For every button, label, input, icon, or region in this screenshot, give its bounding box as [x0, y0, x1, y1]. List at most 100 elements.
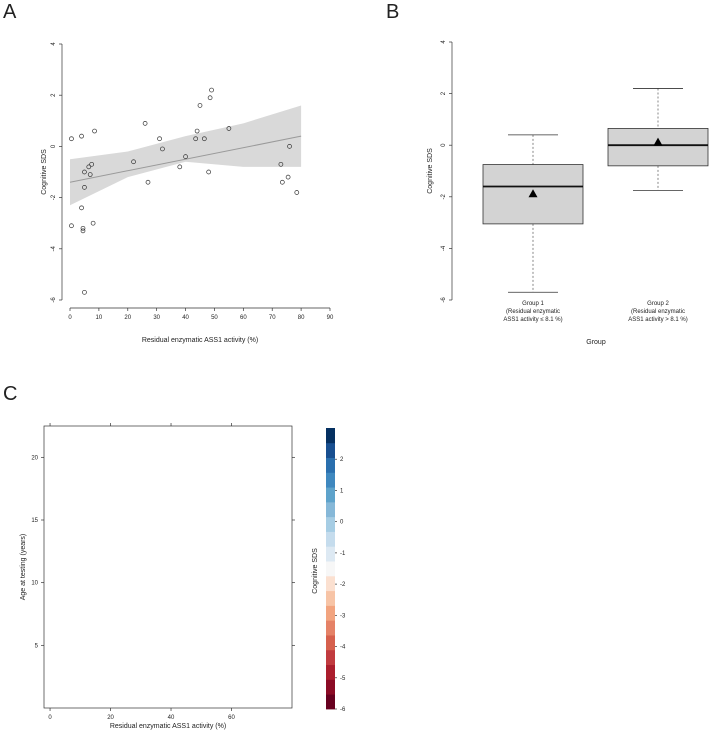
mean-marker	[528, 189, 538, 198]
data-point	[194, 128, 200, 134]
data-point	[82, 289, 87, 295]
colorbar-segment	[326, 620, 335, 636]
panel-label-a: A	[3, 1, 17, 23]
colorbar-segment	[326, 590, 335, 606]
colorbar-segment	[326, 694, 335, 710]
y-tick-label: 15	[31, 518, 38, 524]
x-tick-label: 60	[240, 315, 247, 321]
data-point	[69, 223, 74, 229]
data-point	[157, 136, 162, 142]
colorbar-tick-label: -1	[340, 551, 346, 557]
data-point	[287, 144, 292, 149]
y-tick-label: 2	[441, 91, 447, 95]
confidence-band-area	[70, 105, 302, 206]
colorbar-segment	[326, 457, 335, 473]
colorbar: 2 1 0 -1 -2 -3 -4 -5 -6	[326, 428, 346, 713]
x-tick-label: 10	[96, 315, 103, 321]
colorbar-segment	[326, 531, 335, 547]
x-tick-label: 80	[298, 315, 305, 321]
axes: -6 -4 -2 0 2 4	[441, 40, 453, 303]
y-tick-label: 4	[441, 40, 447, 44]
data-point	[86, 164, 92, 170]
group-label-line: ASS1 activity ≤ 8.1 %)	[503, 317, 562, 323]
x-tick-label: 20	[107, 715, 114, 721]
colorbar-segment	[326, 442, 335, 458]
data-point	[183, 154, 188, 159]
data-point	[209, 87, 214, 93]
data-point	[207, 95, 213, 101]
plot-frame	[43, 425, 293, 709]
data-point	[89, 161, 95, 167]
data-point	[226, 126, 232, 131]
y-tick-label: 10	[31, 581, 38, 587]
x-axis-title: Group	[586, 339, 606, 346]
box-plot-b: Group 1 (Residual enzymatic ASS1 activity …	[427, 40, 709, 346]
fit-line	[69, 135, 302, 183]
colorbar-segment	[326, 561, 335, 577]
colorbar-segment	[326, 487, 335, 503]
y-tick-label: 0	[51, 144, 57, 148]
data-point	[79, 133, 84, 139]
y-tick-label: 4	[51, 42, 57, 46]
colorbar-tick-label: -4	[340, 645, 346, 651]
data-point	[80, 228, 86, 234]
group-label-line: Group 1	[522, 301, 544, 307]
data-point	[79, 205, 84, 211]
colorbar-segment	[326, 635, 335, 651]
y-tick-label: 20	[31, 455, 38, 461]
colorbar-tick-label: -3	[340, 613, 346, 619]
colorbar-segment	[326, 516, 335, 532]
y-tick-label: 5	[35, 643, 39, 649]
colorbar-tick-label: -5	[340, 676, 346, 682]
colorbar-segment	[326, 501, 335, 518]
group-label-line: Group 2	[647, 301, 669, 307]
y-tick-label: -4	[441, 245, 447, 251]
x-tick-label: 40	[168, 715, 175, 721]
data-point	[193, 136, 199, 142]
group-label-line: (Residual enzymatic	[631, 309, 685, 315]
panel-label-c: C	[3, 383, 17, 405]
boxes: Group 1 (Residual enzymatic ASS1 activity …	[482, 88, 709, 323]
heatmap-c: 0 20 40 60 5 10 15 20 Residual enzymatic ASS1 a…	[20, 423, 346, 730]
group-label-line: (Residual enzymatic	[506, 309, 560, 315]
y-tick-label: -6	[441, 297, 447, 303]
colorbar-segment	[326, 546, 335, 562]
confidence-band	[70, 105, 302, 206]
x-tick-label: 90	[327, 315, 334, 321]
colorbar-segment	[326, 679, 335, 695]
mean-marker	[653, 137, 663, 146]
x-axis-title: Residual enzymatic ASS1 activity (%)	[110, 723, 226, 730]
y-tick-label: -6	[51, 297, 57, 303]
data-point	[279, 179, 285, 185]
x-tick-label: 60	[228, 715, 235, 721]
colorbar-tick-label: 1	[340, 488, 344, 494]
colorbar-tick-label: 0	[340, 520, 344, 526]
y-tick-label: 2	[51, 93, 57, 97]
x-tick-label: 0	[68, 315, 72, 321]
data-point	[177, 164, 183, 170]
x-tick-label: 30	[153, 315, 160, 321]
x-tick-label: 40	[182, 315, 189, 321]
y-tick-label: -2	[441, 193, 447, 199]
colorbar-segment	[326, 649, 335, 666]
data-point	[285, 174, 291, 180]
colorbar-title: Cognitive SDS	[312, 548, 319, 594]
colorbar-segment	[326, 575, 335, 592]
box-iqr	[607, 128, 709, 167]
y-tick-label: -2	[51, 194, 57, 200]
data-point	[294, 190, 300, 195]
x-tick-label: 50	[211, 315, 218, 321]
data-point	[92, 128, 97, 134]
panel-label-b: B	[386, 1, 399, 23]
colorbar-segment	[326, 664, 335, 680]
data-point	[69, 136, 74, 142]
data-point	[131, 159, 136, 165]
data-point	[197, 103, 203, 108]
colorbar-segment	[326, 428, 335, 444]
y-axis-title: Cognitive SDS	[41, 149, 48, 195]
colorbar-tick-label: -2	[340, 582, 346, 588]
data-point	[278, 161, 284, 167]
box-iqr	[482, 164, 584, 225]
